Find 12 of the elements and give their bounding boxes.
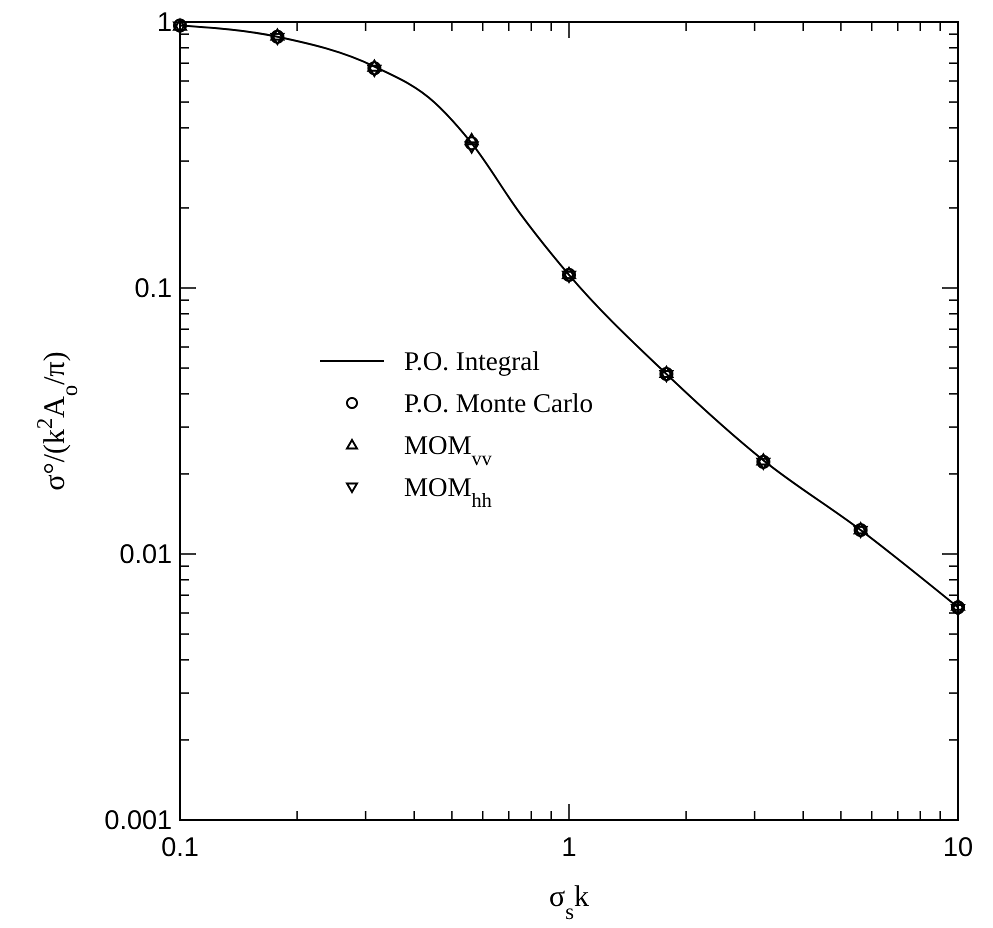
x-tick-label: 0.1 xyxy=(161,832,199,862)
x-axis-title: σ$_{s}$k xyxy=(549,880,589,924)
y-tick-label: 0.01 xyxy=(119,539,172,569)
y-tick-label: 0.001 xyxy=(104,805,172,835)
x-tick-label: 10 xyxy=(942,832,974,862)
legend-label: MOM$_{hh}$ xyxy=(404,472,492,512)
legend-label: MOM$_{vv}$ xyxy=(404,430,493,470)
x-tick-label: 1 xyxy=(561,832,577,862)
y-tick-label: 0.1 xyxy=(134,273,172,303)
y-tick-label: 1 xyxy=(156,7,172,37)
legend-label: P.O. Integral xyxy=(404,346,540,376)
legend-label: P.O. Monte Carlo xyxy=(404,388,593,418)
